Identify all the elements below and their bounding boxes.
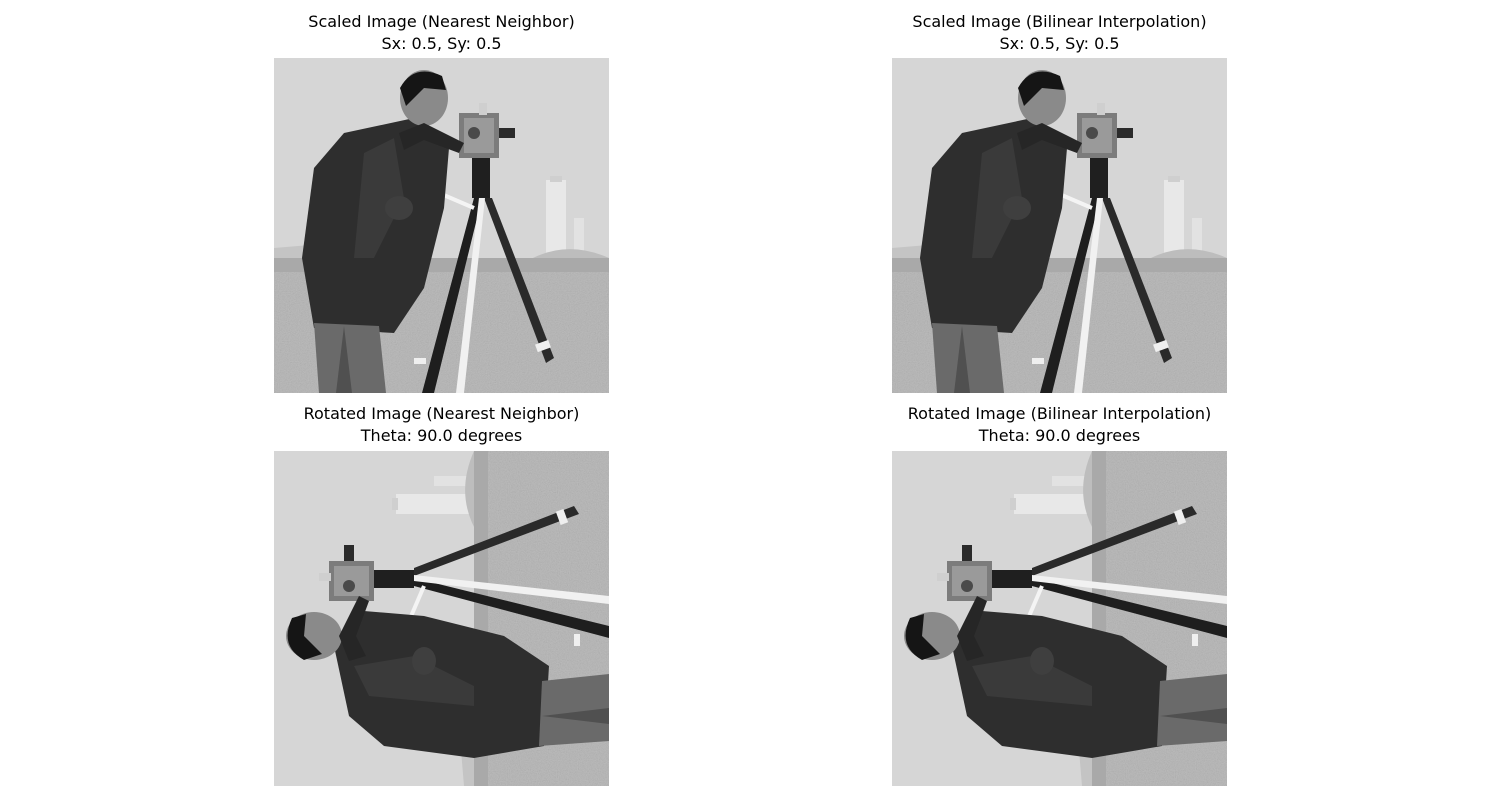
panel-title-line-1: Scaled Image (Bilinear Interpolation) bbox=[912, 12, 1207, 31]
panel-title: Rotated Image (Bilinear Interpolation) T… bbox=[812, 403, 1307, 447]
panel-title: Scaled Image (Bilinear Interpolation) Sx… bbox=[812, 11, 1307, 55]
cameraman-photo-rotated bbox=[274, 451, 609, 786]
panel-title-line-2: Sx: 0.5, Sy: 0.5 bbox=[999, 34, 1120, 53]
panel-title: Rotated Image (Nearest Neighbor) Theta: … bbox=[194, 403, 689, 447]
cameraman-photo-rotated bbox=[892, 451, 1227, 786]
cameraman-photo bbox=[892, 58, 1227, 393]
cameraman-photo bbox=[274, 58, 609, 393]
scaled-bilinear-image bbox=[892, 58, 1227, 393]
panel-title-line-2: Sx: 0.5, Sy: 0.5 bbox=[381, 34, 502, 53]
panel-title-line-1: Rotated Image (Bilinear Interpolation) bbox=[907, 404, 1212, 423]
panel-title-line-1: Rotated Image (Nearest Neighbor) bbox=[303, 404, 580, 423]
scaled-nearest-image bbox=[274, 58, 609, 393]
rotated-nearest-image bbox=[274, 451, 609, 786]
panel-title-line-1: Scaled Image (Nearest Neighbor) bbox=[308, 12, 575, 31]
panel-title-line-2: Theta: 90.0 degrees bbox=[978, 426, 1141, 445]
panel-title: Scaled Image (Nearest Neighbor) Sx: 0.5,… bbox=[194, 11, 689, 55]
panel-title-line-2: Theta: 90.0 degrees bbox=[360, 426, 523, 445]
rotated-bilinear-image bbox=[892, 451, 1227, 786]
